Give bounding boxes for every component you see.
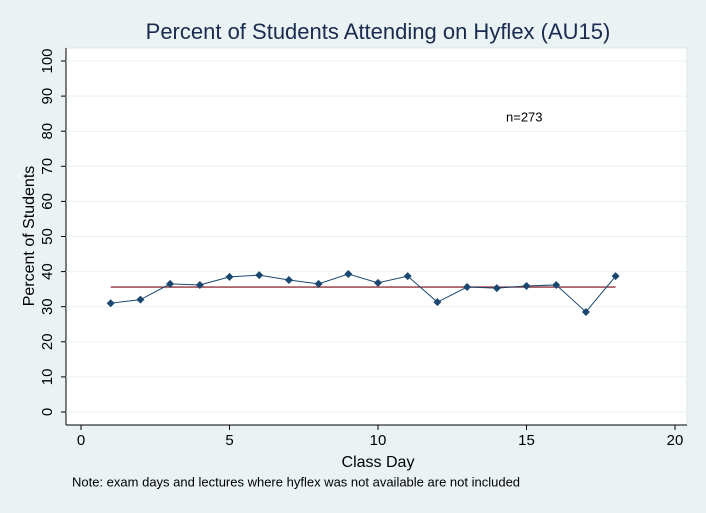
point <box>255 271 264 280</box>
note: Note: exam days and lectures where hyfle… <box>72 474 520 489</box>
x-tick-label: 15 <box>518 432 535 449</box>
y-axis-title: Percent of Students <box>21 166 38 307</box>
point <box>403 272 412 281</box>
y-tick-label: 40 <box>39 263 56 280</box>
x-tick-label: 0 <box>77 432 85 449</box>
point <box>136 295 145 304</box>
point <box>106 299 115 308</box>
point <box>374 278 382 287</box>
point <box>433 298 442 307</box>
series-line <box>110 273 616 313</box>
y-tick-label: 10 <box>39 369 56 386</box>
point <box>314 279 323 288</box>
point <box>611 272 620 281</box>
y-tick-label: 50 <box>39 228 56 245</box>
point <box>552 280 561 289</box>
y-tick-label: 90 <box>39 88 56 105</box>
y-tick-label: 0 <box>39 408 56 416</box>
point <box>463 283 472 292</box>
point <box>522 281 531 290</box>
chart-title: Percent of Students Attending on Hyflex … <box>146 19 611 44</box>
y-tick-label: 100 <box>39 48 56 73</box>
y-tick-label: 30 <box>39 298 56 315</box>
point <box>195 280 204 289</box>
point <box>166 279 175 288</box>
y-tick-label: 80 <box>39 123 56 140</box>
x-tick-label: 20 <box>667 432 684 449</box>
point <box>581 307 590 316</box>
y-tick-label: 70 <box>39 158 56 175</box>
point <box>225 272 234 281</box>
x-tick-label: 10 <box>370 432 387 449</box>
point <box>492 284 501 293</box>
y-tick-label: 60 <box>39 193 56 210</box>
point <box>284 276 293 285</box>
x-tick-label: 5 <box>225 432 233 449</box>
x-axis-title: Class Day <box>342 454 415 471</box>
annotation: n=273 <box>506 109 543 124</box>
point <box>344 270 353 279</box>
y-tick-label: 20 <box>39 333 56 350</box>
